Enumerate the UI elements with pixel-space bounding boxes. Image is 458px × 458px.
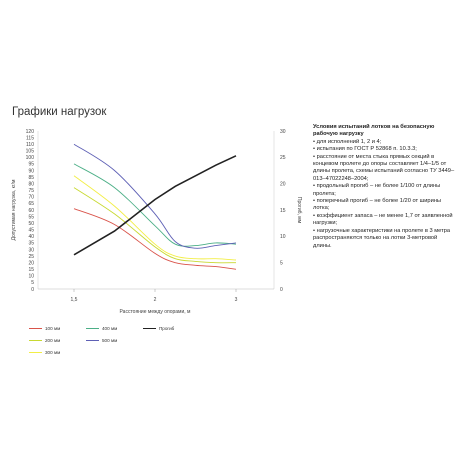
legend-item: 400 мм — [86, 326, 117, 331]
y-tick-label: 35 — [28, 241, 34, 247]
y2-tick-label: 0 — [280, 287, 283, 293]
y-tick-label: 65 — [28, 201, 34, 207]
x-tick-label: 3 — [235, 297, 238, 303]
legend-label: 300 мм — [45, 350, 61, 355]
y-tick-label: 60 — [28, 208, 34, 214]
y-tick-label: 45 — [28, 228, 34, 234]
y2-tick-label: 25 — [280, 155, 286, 161]
y-tick-label: 80 — [28, 181, 34, 187]
x-tick-label: 1,5 — [71, 297, 78, 303]
series-line-500-мм — [73, 143, 237, 249]
conditions-title: Условия испытаний лотков на безопасную р… — [313, 124, 435, 138]
legend-item: 200 мм — [29, 338, 60, 343]
series-line-Прогиб — [73, 155, 237, 256]
x-tick-label: 2 — [154, 297, 157, 303]
condition-item: продольный прогиб – не более 1/100 от дл… — [313, 183, 455, 198]
y-tick-label: 5 — [31, 280, 34, 286]
y-tick-label: 75 — [28, 188, 34, 194]
series-line-400-мм — [73, 163, 237, 247]
legend-label: Прогиб — [159, 326, 175, 331]
condition-item: нагрузочные характеристики на пролете в … — [313, 228, 455, 250]
y-tick-label: 70 — [28, 195, 34, 201]
test-conditions: Условия испытаний лотков на безопасную р… — [313, 124, 455, 250]
legend-swatch — [86, 340, 99, 341]
y-tick-label: 25 — [28, 254, 34, 260]
y-tick-label: 30 — [28, 247, 34, 253]
y2-tick-label: 10 — [280, 234, 286, 240]
y2-tick-label: 20 — [280, 181, 286, 187]
y-tick-label: 90 — [28, 168, 34, 174]
x-axis-label: Расстояние между опорами, м — [120, 309, 192, 315]
y2-tick-label: 5 — [280, 260, 283, 266]
legend-swatch — [29, 352, 42, 353]
y-tick-label: 55 — [28, 214, 34, 220]
legend-swatch — [29, 328, 42, 329]
legend-item: 500 мм — [86, 338, 117, 343]
condition-item: поперечный прогиб – не более 1/20 от шир… — [313, 198, 455, 213]
legend-swatch — [29, 340, 42, 341]
y2-axis-label: Прогиб, мм — [296, 197, 302, 224]
y-tick-label: 110 — [26, 142, 34, 148]
legend-label: 200 мм — [45, 338, 61, 343]
y2-tick-label: 30 — [280, 129, 286, 135]
legend-label: 100 мм — [45, 326, 61, 331]
legend-swatch — [86, 328, 99, 329]
legend-item: 100 мм — [29, 326, 60, 331]
y-tick-label: 100 — [26, 155, 35, 161]
condition-item: для исполнений 1, 2 и 4; — [313, 139, 455, 146]
condition-item: коэффициент запаса – не менее 1,7 от зая… — [313, 213, 455, 228]
y2-tick-label: 15 — [280, 208, 286, 214]
series-line-300-мм — [73, 175, 237, 261]
y-tick-label: 105 — [26, 149, 35, 155]
series-line-200-мм — [73, 187, 237, 264]
y-tick-label: 20 — [28, 260, 34, 266]
y-tick-label: 95 — [28, 162, 34, 168]
y-tick-label: 40 — [28, 234, 34, 240]
legend-label: 400 мм — [102, 326, 118, 331]
legend-item: 300 мм — [29, 350, 60, 355]
page-title: Графики нагрузок — [12, 106, 107, 118]
series-line-100-мм — [73, 208, 237, 270]
legend-label: 500 мм — [102, 338, 118, 343]
y-tick-label: 10 — [28, 274, 34, 280]
y-axis-label: Допустимая нагрузка, кг/м — [11, 179, 17, 240]
y-tick-label: 120 — [26, 129, 35, 135]
y-tick-label: 15 — [28, 267, 34, 273]
condition-item: расстояние от места стыка прямых секций … — [313, 154, 455, 184]
legend-swatch — [143, 328, 156, 329]
y-tick-label: 115 — [26, 135, 34, 141]
y-tick-label: 0 — [31, 287, 34, 293]
y-tick-label: 50 — [28, 221, 34, 227]
condition-item: испытания по ГОСТ Р 52868 п. 10.3.3; — [313, 146, 455, 153]
y-tick-label: 85 — [28, 175, 34, 181]
legend-item: Прогиб — [143, 326, 174, 331]
